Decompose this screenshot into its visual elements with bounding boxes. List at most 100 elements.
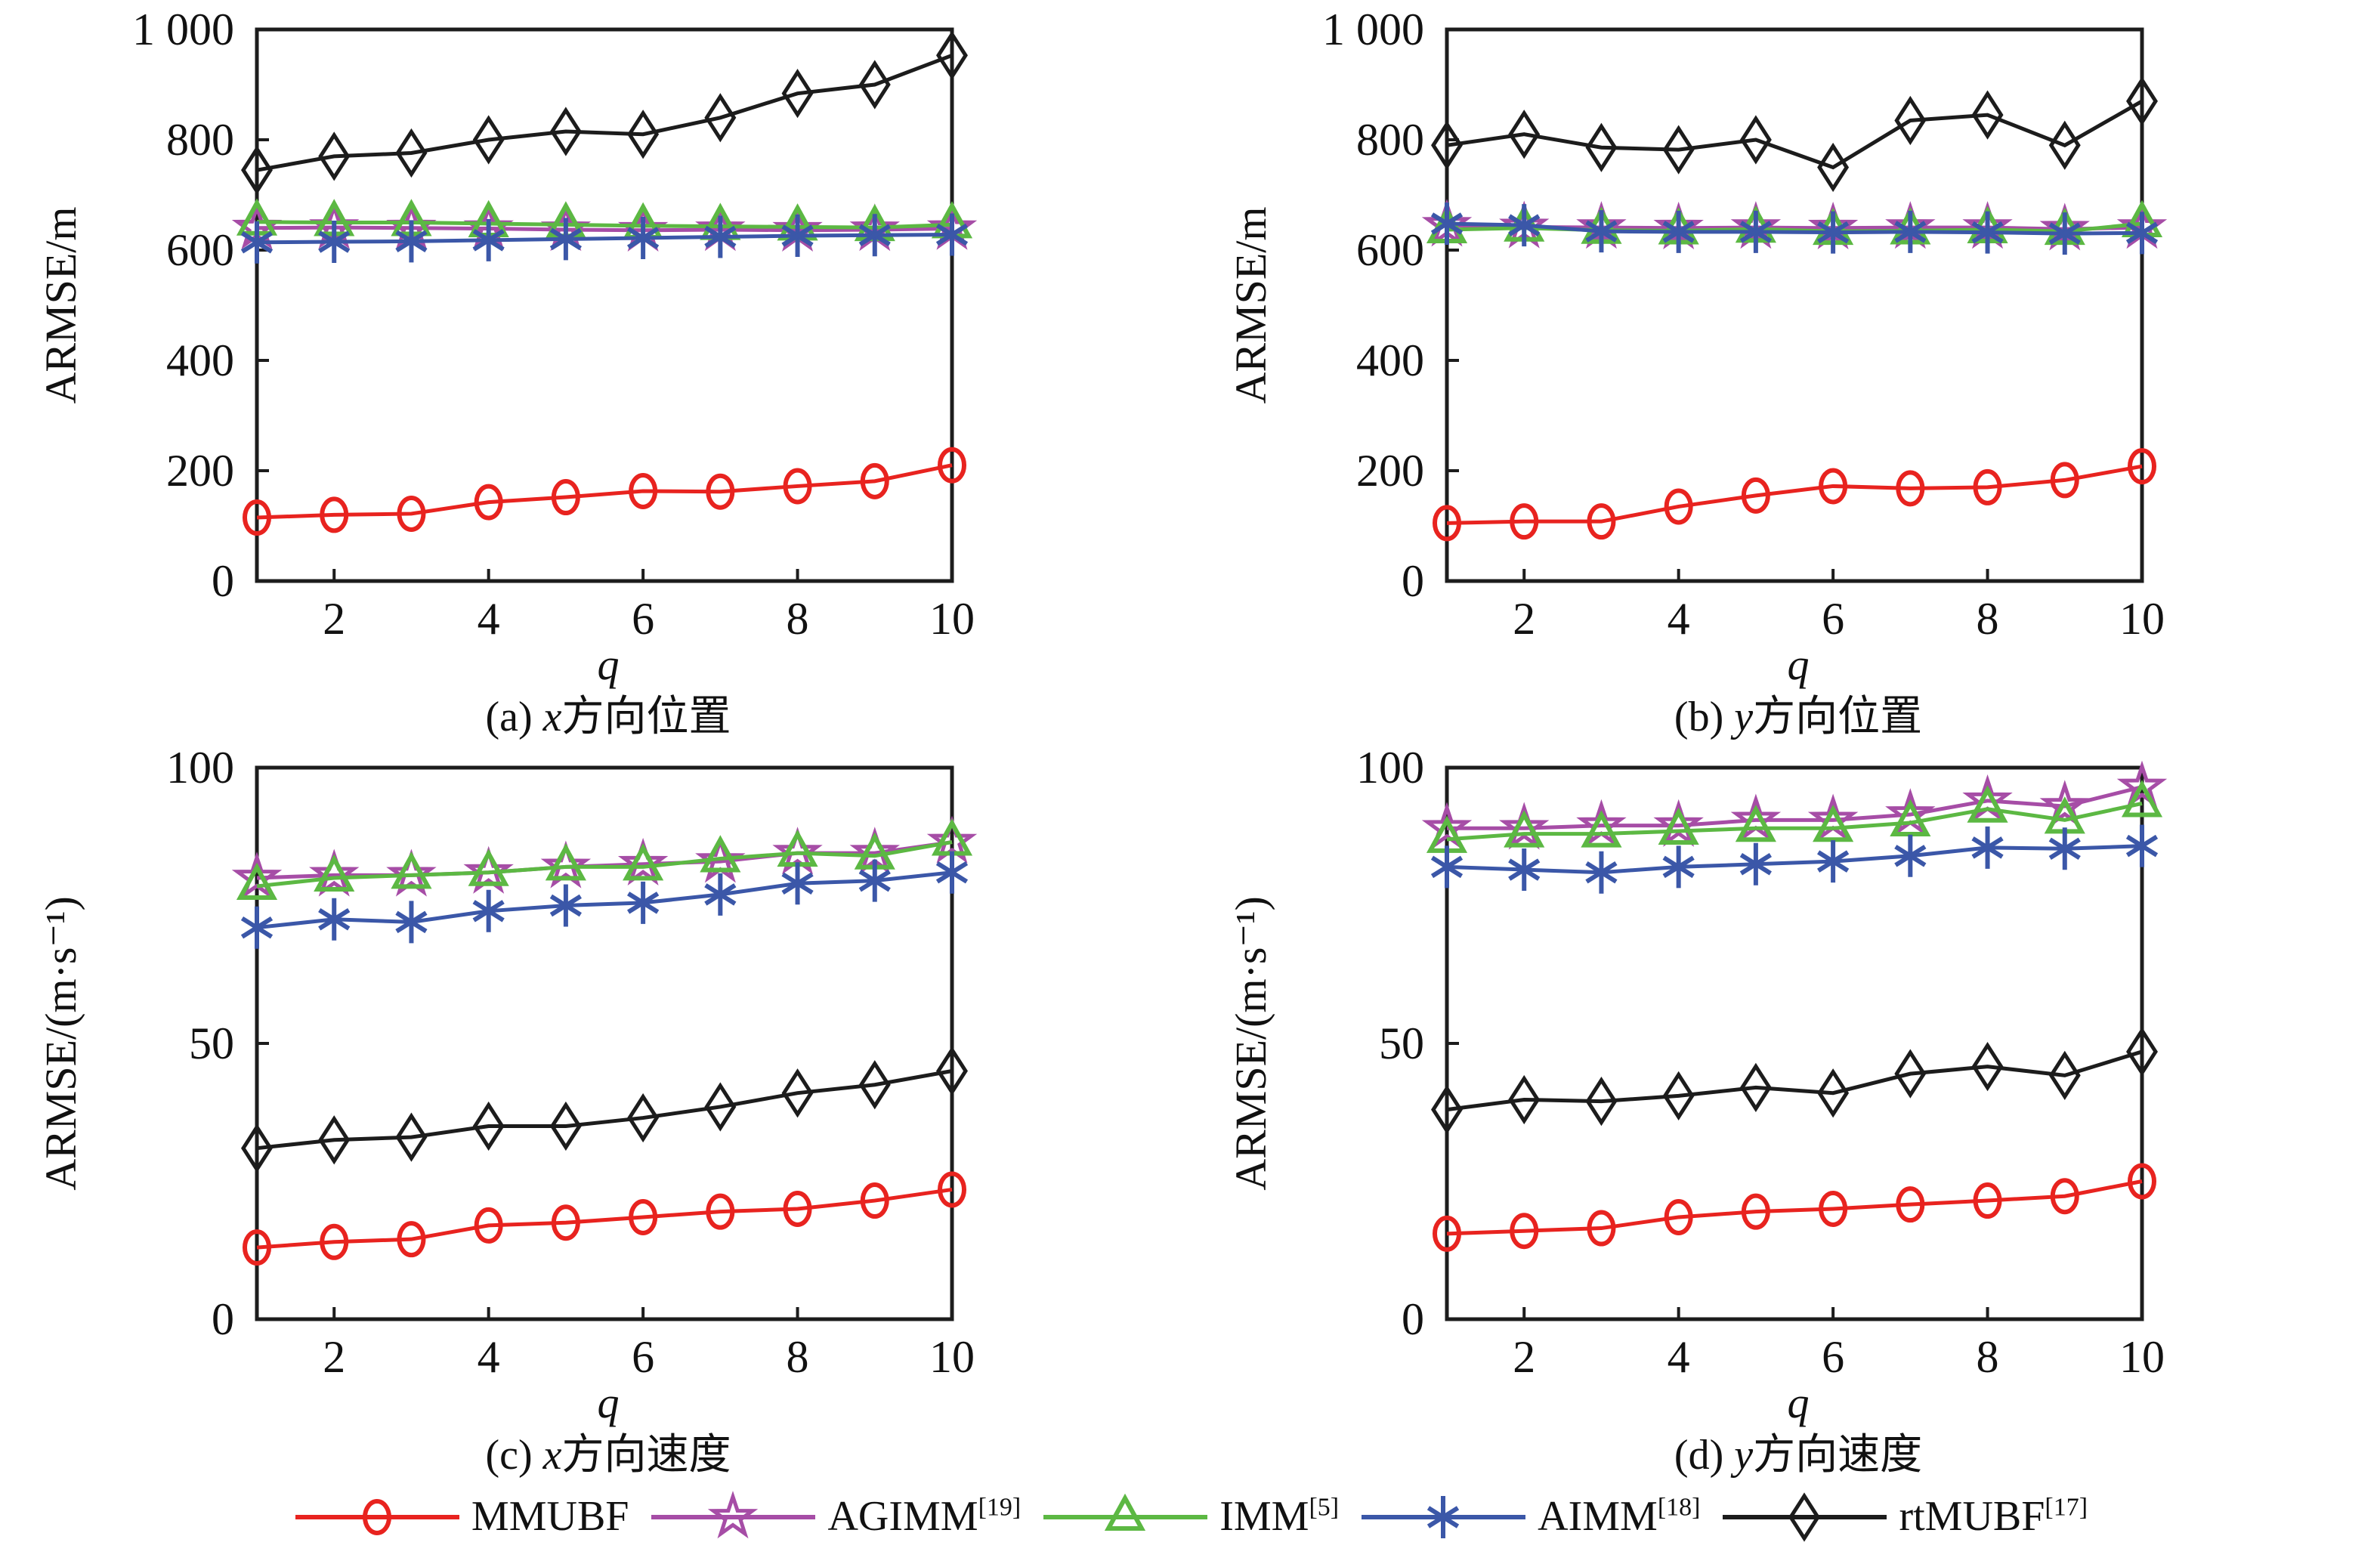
x-tick-label: 10 bbox=[2119, 594, 2165, 641]
x-tick-label: 6 bbox=[632, 594, 654, 641]
legend-label: MMUBF bbox=[471, 1493, 629, 1541]
series-AIMM bbox=[240, 213, 969, 264]
y-tick-label: 50 bbox=[189, 1018, 234, 1068]
y-axis-label: ARMSE/(m·s⁻¹) bbox=[36, 896, 85, 1191]
series-line bbox=[256, 839, 953, 880]
y-tick-label: 1 000 bbox=[132, 5, 234, 54]
chart-b-y-position: 0 200 400 600 800 1 000 2 4 6 8 10 ARMSE/m q (b) y方… bbox=[1190, 3, 2380, 741]
caption-variable: x bbox=[542, 1431, 562, 1479]
series-IMM bbox=[1426, 779, 2163, 853]
chart-a-caption: (a) x方向位置 bbox=[0, 694, 1133, 741]
y-tick-label: 100 bbox=[166, 743, 234, 793]
triangle-marker-icon bbox=[1043, 1493, 1208, 1531]
legend-label: AIMM[18] bbox=[1538, 1493, 1701, 1541]
series-line bbox=[1446, 801, 2143, 841]
x-tick-label: 10 bbox=[2119, 1332, 2165, 1380]
series-line bbox=[1446, 464, 2143, 525]
asterisk-marker-icon bbox=[1362, 1496, 1526, 1539]
x-tick-label: 8 bbox=[787, 594, 809, 641]
x-tick-label: 8 bbox=[787, 1332, 809, 1380]
series-line bbox=[256, 839, 953, 889]
series-line bbox=[1446, 221, 2143, 236]
x-tick-label: 8 bbox=[1977, 594, 1999, 641]
caption-suffix: 方向位置 bbox=[561, 694, 731, 740]
series-AIMM bbox=[240, 851, 969, 949]
series-line bbox=[256, 225, 953, 233]
series-line bbox=[256, 220, 953, 230]
chart-b-caption: (b) y方向位置 bbox=[1190, 694, 2323, 741]
series-MMUBF bbox=[1433, 448, 2156, 542]
y-tick-label: 0 bbox=[1402, 1294, 1424, 1344]
legend-item-rtmubf: rtMUBF[17] bbox=[1720, 1489, 2088, 1544]
series-line bbox=[256, 233, 953, 245]
series-MMUBF bbox=[243, 447, 966, 536]
circle-marker-icon bbox=[295, 1499, 459, 1536]
chart-d-caption: (d) y方向速度 bbox=[1190, 1431, 2323, 1479]
chart-a-x-axis-label: q bbox=[597, 640, 620, 689]
caption-variable: y bbox=[1734, 694, 1754, 740]
series-rtMUBF bbox=[241, 1046, 968, 1173]
plot-frame bbox=[255, 27, 954, 583]
chart-c-x-velocity: 0 50 100 2 4 6 8 10 ARMSE/(m·s⁻¹) q (c) x方向速度 bbox=[0, 741, 1190, 1479]
legend-item-imm: IMM[5] bbox=[1040, 1489, 1339, 1544]
series-line bbox=[1446, 99, 2144, 170]
x-tick-label: 10 bbox=[929, 594, 975, 641]
legend-label: rtMUBF[17] bbox=[1899, 1493, 2088, 1541]
plot-frame bbox=[1445, 765, 2144, 1321]
y-tick-label: 50 bbox=[1379, 1018, 1424, 1068]
y-tick-label: 200 bbox=[166, 446, 234, 496]
x-tick-label: 10 bbox=[929, 1332, 975, 1380]
series-MMUBF bbox=[243, 1171, 966, 1266]
series-line bbox=[256, 870, 953, 929]
series-rtMUBF bbox=[1431, 76, 2158, 193]
y-tick-label: 400 bbox=[1356, 335, 1424, 385]
x-tick-label: 2 bbox=[1513, 594, 1535, 641]
x-tick-label: 2 bbox=[1513, 1332, 1535, 1380]
series-line bbox=[256, 463, 953, 520]
caption-variable: x bbox=[542, 694, 562, 740]
x-tick-label: 4 bbox=[1668, 594, 1690, 641]
chart-a-x-position: 0 200 400 600 800 1 000 2 4 6 8 10 ARMSE/m q (a) x方… bbox=[0, 3, 1190, 741]
y-axis-label: ARMSE/(m·s⁻¹) bbox=[1226, 896, 1275, 1191]
chart-b-canvas: 0 200 400 600 800 1 000 2 4 6 8 10 ARMSE/m bbox=[1226, 5, 2168, 641]
chart-d-y-velocity: 0 50 100 2 4 6 8 10 ARMSE/(m·s⁻¹) q (d) y方向速度 bbox=[1190, 741, 2380, 1479]
series-AIMM bbox=[1430, 202, 2159, 255]
y-tick-label: 600 bbox=[1356, 225, 1424, 275]
y-tick-label: 800 bbox=[166, 115, 234, 165]
plot-frame bbox=[1445, 27, 2144, 583]
y-tick-label: 0 bbox=[212, 556, 234, 606]
figure-grid: 0 200 400 600 800 1 000 2 4 6 8 10 ARMSE/m q (a) x方… bbox=[0, 3, 2380, 1479]
chart-c-x-axis-label: q bbox=[597, 1377, 620, 1427]
y-tick-label: 400 bbox=[166, 335, 234, 385]
y-tick-label: 1 000 bbox=[1322, 5, 1424, 54]
x-tick-label: 4 bbox=[1668, 1332, 1690, 1380]
caption-prefix: (a) bbox=[485, 694, 543, 740]
x-tick-label: 2 bbox=[323, 1332, 345, 1380]
series-line bbox=[256, 1187, 953, 1250]
series-MMUBF bbox=[1433, 1163, 2156, 1252]
series-line bbox=[1446, 843, 2143, 874]
caption-suffix: 方向速度 bbox=[561, 1431, 731, 1479]
y-tick-label: 0 bbox=[212, 1294, 234, 1344]
series-line bbox=[256, 1068, 953, 1150]
x-tick-label: 2 bbox=[323, 594, 345, 641]
legend-item-mmubf: MMUBF bbox=[292, 1489, 629, 1544]
series-line bbox=[1446, 1179, 2143, 1235]
legend-label: IMM[5] bbox=[1219, 1493, 1340, 1541]
x-tick-label: 6 bbox=[1822, 594, 1844, 641]
caption-variable: y bbox=[1734, 1431, 1754, 1479]
y-tick-label: 0 bbox=[1402, 556, 1424, 606]
series-rtMUBF bbox=[1431, 1026, 2158, 1134]
caption-prefix: (d) bbox=[1674, 1431, 1735, 1479]
caption-prefix: (c) bbox=[485, 1431, 543, 1479]
series-AIMM bbox=[1430, 824, 2159, 894]
diamond-marker-icon bbox=[1723, 1492, 1887, 1542]
series-IMM bbox=[236, 817, 973, 900]
series-rtMUBF bbox=[241, 30, 968, 195]
legend-label: AGIMM[19] bbox=[827, 1493, 1022, 1541]
y-axis-label: ARMSE/m bbox=[1226, 206, 1275, 403]
plot-frame bbox=[255, 765, 954, 1321]
series-line bbox=[1446, 1049, 2143, 1111]
series-line bbox=[1447, 784, 2143, 830]
x-tick-label: 6 bbox=[1822, 1332, 1844, 1380]
